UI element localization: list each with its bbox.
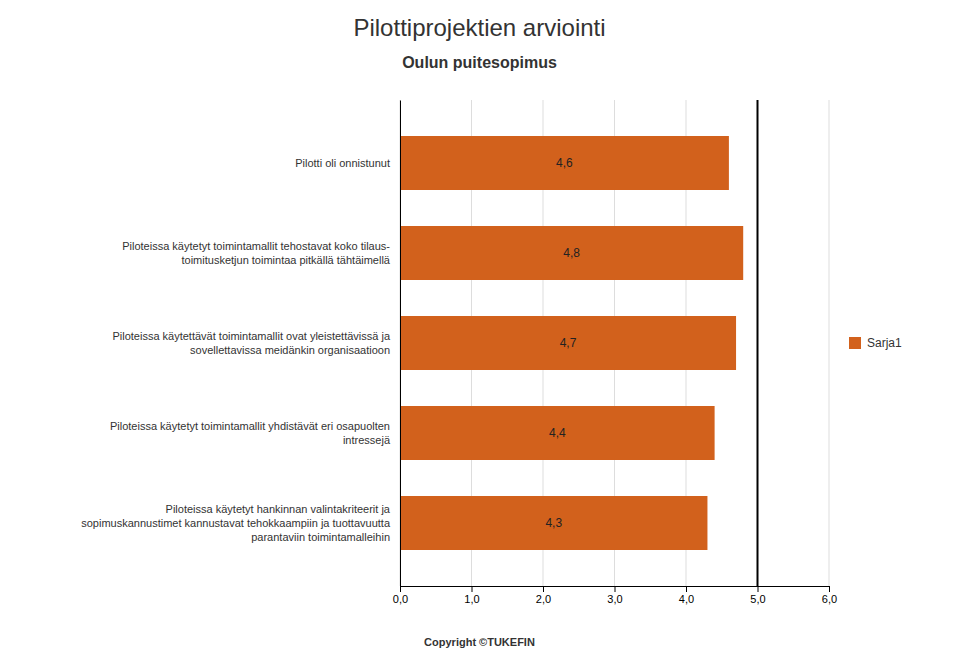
category-label-line: Pilotti oli onnistunut [295,157,390,169]
x-axis: 0,0 1,0 2,0 3,0 4,0 5,0 6,0 [393,586,837,605]
chart: Pilottiprojektien arviointi Oulun puiteso… [0,0,959,666]
grid-line [757,100,758,586]
marks [400,100,758,586]
y-axis-line [400,101,401,587]
x-tick-mark [543,586,544,592]
category-labels: Piloteissa käytetyt hankinnan valintakri… [81,157,391,543]
subtitle: Oulun puitesopimus [402,54,557,71]
data-label: 4,8 [563,246,580,260]
bar [400,316,736,370]
category-label-line: Piloteissa käytettävät toimintamallit ov… [112,330,390,342]
bar [400,406,715,460]
x-axis-line [401,587,830,593]
category-label-line: intressejä [343,434,391,446]
category-label-line: sopimuskannustimet kannustavat tehokkaam… [81,517,391,529]
bar [400,496,707,550]
bar-series [400,136,743,550]
x-tick-label: 5,0 [750,593,765,605]
category-label: Piloteissa käytetyt toimintamallit yhdis… [110,420,391,446]
x-tick: 6,0 [822,586,837,605]
x-tick: 1,0 [464,586,479,605]
x-tick-mark [829,586,830,592]
x-tick-label: 3,0 [607,593,622,605]
category-label-line: Piloteissa käytetyt toimintamallit yhdis… [110,420,390,432]
x-tick: 2,0 [536,586,551,605]
grid-line [400,100,401,586]
bar [400,226,743,280]
legend-swatch [849,337,861,349]
x-tick-label: 4,0 [679,593,694,605]
data-label: 4,4 [549,426,566,440]
category-label-line: Piloteissa käytetyt toimintamallit tehos… [122,240,390,252]
category-label: Pilotti oli onnistunut [295,157,390,169]
x-tick: 5,0 [750,586,765,605]
x-tick-label: 2,0 [536,593,551,605]
x-tick-mark [615,586,616,592]
legend-label: Sarja1 [867,336,902,350]
legend: Sarja1 [849,336,902,350]
data-label: 4,7 [560,336,577,350]
x-tick-mark [400,586,401,592]
x-tick-label: 1,0 [464,593,479,605]
category-label-line: sovellettavissa meidänkin organisaatioon [190,344,390,356]
data-labels: 4,3 4,4 4,7 4,8 4,6 [545,156,580,530]
x-tick: 4,0 [679,586,694,605]
bar [400,136,729,190]
reference-line [757,100,759,586]
category-label-line: toimitusketjun toimintaa pitkällä tähtäi… [182,254,391,266]
x-tick-mark [686,586,687,592]
category-label: Piloteissa käytettävät toimintamallit ov… [112,330,390,356]
x-tick: 0,0 [393,586,408,605]
category-label: Piloteissa käytetyt toimintamallit tehos… [122,240,391,266]
x-tick-mark [758,586,759,592]
x-tick: 3,0 [607,586,622,605]
category-label-line: Piloteissa käytetyt hankinnan valintakri… [166,503,391,515]
annotation: Copyright ©TUKEFIN [424,636,535,648]
data-label: 4,3 [545,516,562,530]
x-tick-label: 0,0 [393,593,408,605]
data-label: 4,6 [556,156,573,170]
plot: 4,3 4,4 4,7 4,8 4,6 0,0 1,0 2,0 3,0 4,0 5,0 6,0 Pilo… [81,100,837,605]
x-tick-mark [472,586,473,592]
category-label-line: parantaviin toimintamalleihin [251,531,390,543]
y-axis [400,101,401,587]
title: Pilottiprojektien arviointi [353,14,605,41]
grid-line [829,100,830,586]
grid [400,100,829,586]
category-label: Piloteissa käytetyt hankinnan valintakri… [81,503,391,544]
x-tick-label: 6,0 [822,593,837,605]
